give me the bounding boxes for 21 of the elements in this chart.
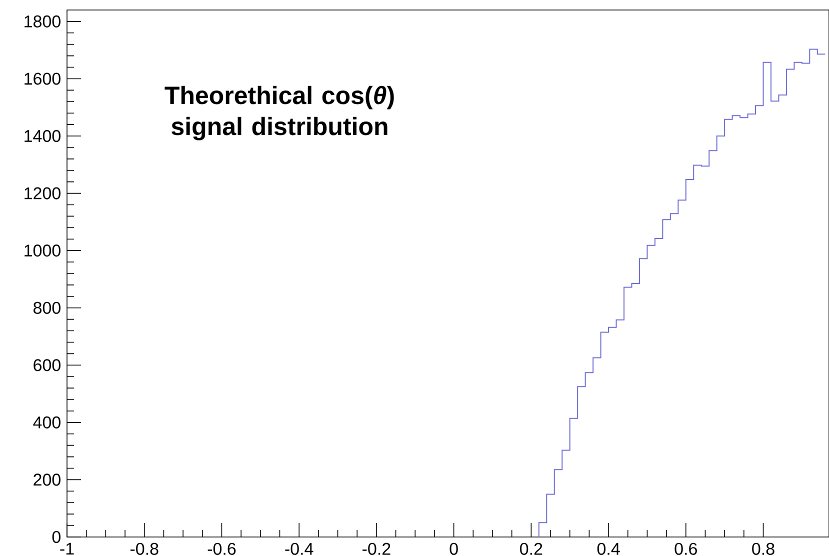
x-tick-label: -0.4 <box>285 542 314 555</box>
x-tick-label: -0.8 <box>130 542 158 555</box>
x-tick-label: 0.6 <box>674 542 697 555</box>
y-tick-label: 600 <box>34 359 60 372</box>
y-tick-label: 200 <box>34 474 60 486</box>
x-tick-label: -0.2 <box>362 542 390 555</box>
x-tick-label: -0.6 <box>208 542 236 555</box>
x-tick-label: -1 <box>60 542 74 555</box>
x-tick-label: 0.8 <box>752 542 774 555</box>
y-tick-label: 1800 <box>24 15 60 28</box>
text: Theorethical cos(θ) signal distribution <box>164 86 394 140</box>
y-tick-label: 1200 <box>24 187 60 200</box>
y-tick-label: 1400 <box>24 130 60 142</box>
y-tick-label: 0 <box>52 530 60 544</box>
y-tick-label: 800 <box>34 302 60 314</box>
y-tick-label: 1600 <box>24 72 60 85</box>
x-tick-label: 0.4 <box>597 542 620 555</box>
x-tick-label: 0.2 <box>520 542 542 555</box>
x-tick-label: 0 <box>450 542 458 555</box>
y-tick-label: 400 <box>33 416 60 428</box>
y-tick-label: 1000 <box>24 244 60 257</box>
